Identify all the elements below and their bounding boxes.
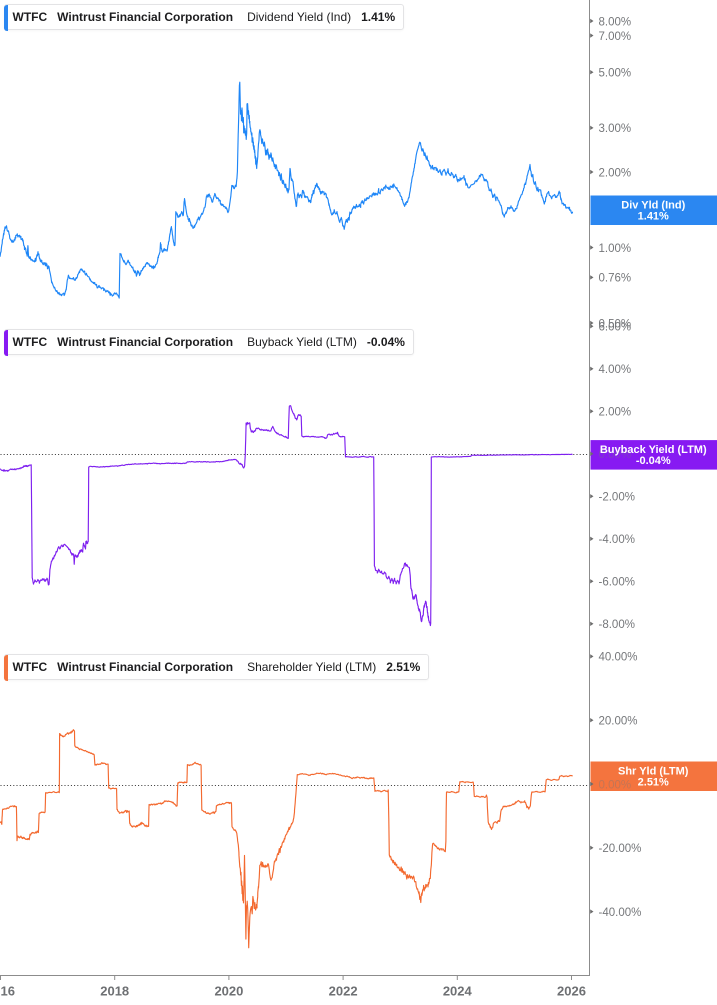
svg-text:-40.00%: -40.00% bbox=[599, 907, 642, 919]
svg-text:1.00%: 1.00% bbox=[599, 243, 632, 255]
svg-text:1.41%: 1.41% bbox=[638, 210, 669, 222]
svg-text:-0.04%: -0.04% bbox=[636, 455, 671, 467]
svg-text:2.00%: 2.00% bbox=[599, 167, 632, 179]
svg-text:20.00%: 20.00% bbox=[599, 716, 638, 728]
svg-text:2018: 2018 bbox=[100, 984, 129, 999]
svg-text:0.50%: 0.50% bbox=[599, 318, 632, 330]
svg-text:2020: 2020 bbox=[214, 984, 243, 999]
svg-text:-8.00%: -8.00% bbox=[599, 619, 635, 631]
svg-text:6.00%: 6.00% bbox=[599, 322, 632, 334]
svg-text:Buyback Yield (LTM): Buyback Yield (LTM) bbox=[600, 444, 707, 456]
svg-text:2024: 2024 bbox=[443, 984, 473, 999]
svg-text:2022: 2022 bbox=[329, 984, 358, 999]
svg-text:-6.00%: -6.00% bbox=[599, 577, 635, 589]
svg-text:7.00%: 7.00% bbox=[599, 31, 632, 43]
svg-text:8.00%: 8.00% bbox=[599, 16, 632, 28]
svg-text:Shr Yld (LTM): Shr Yld (LTM) bbox=[618, 765, 689, 777]
svg-text:Div Yld (Ind): Div Yld (Ind) bbox=[621, 199, 685, 211]
svg-text:-4.00%: -4.00% bbox=[599, 534, 635, 546]
svg-text:0.76%: 0.76% bbox=[599, 273, 632, 285]
svg-text:2026: 2026 bbox=[557, 984, 586, 999]
svg-text:2016: 2016 bbox=[0, 984, 15, 999]
svg-text:40.00%: 40.00% bbox=[599, 652, 638, 664]
svg-text:4.00%: 4.00% bbox=[599, 364, 632, 376]
svg-text:-2.00%: -2.00% bbox=[599, 492, 635, 504]
svg-text:2.00%: 2.00% bbox=[599, 407, 632, 419]
svg-text:-20.00%: -20.00% bbox=[599, 843, 642, 855]
svg-text:0.00%: 0.00% bbox=[599, 449, 632, 461]
svg-text:5.00%: 5.00% bbox=[599, 67, 632, 79]
svg-text:2.51%: 2.51% bbox=[638, 776, 669, 788]
svg-text:0.00%: 0.00% bbox=[599, 779, 632, 791]
svg-text:3.00%: 3.00% bbox=[599, 123, 632, 135]
